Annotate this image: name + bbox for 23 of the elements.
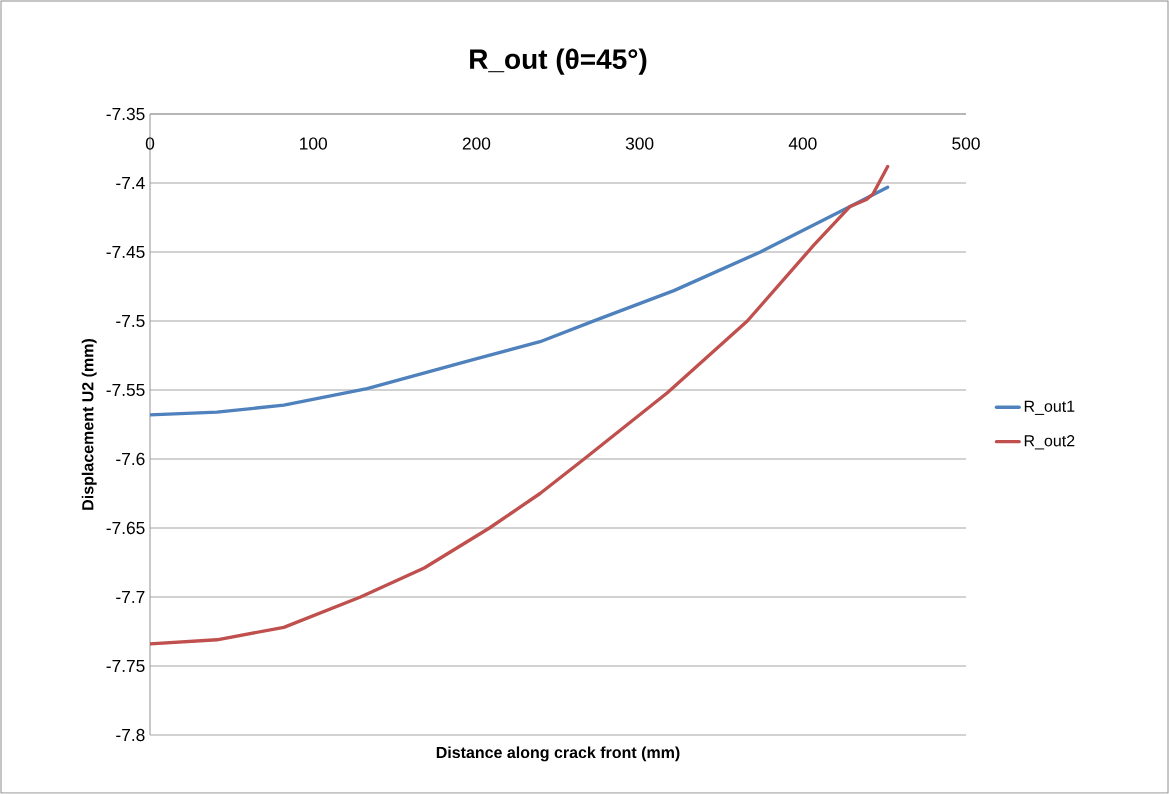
- line-series: [150, 164, 890, 646]
- y-tick-label: -7.45: [106, 245, 145, 259]
- y-axis-title: Displacement U2 (mm): [81, 339, 97, 510]
- chart-title: R_out (θ=45°): [470, 48, 647, 75]
- x-tick-label: 0: [145, 137, 155, 150]
- x-tick-label: 500: [952, 137, 980, 150]
- x-tick-label: 200: [462, 137, 491, 150]
- y-tick-label: -7.75: [106, 659, 145, 673]
- legend-label: R_out2: [1024, 435, 1075, 450]
- legend-label: R_out1: [1024, 400, 1075, 415]
- y-tick-label: -7.5: [116, 314, 145, 328]
- x-tick-label: 400: [788, 137, 817, 150]
- x-tick-label: 300: [625, 137, 654, 150]
- line-series: [150, 185, 890, 417]
- y-tick-label: -7.35: [106, 107, 145, 121]
- y-tick-label: -7.55: [106, 383, 145, 397]
- y-tick-label: -7.65: [106, 521, 145, 535]
- x-tick-label: 100: [300, 137, 327, 150]
- y-tick-label: -7.7: [116, 591, 145, 603]
- y-tick-label: -7.6: [116, 452, 145, 466]
- x-axis-title: Distance along crack front (mm): [436, 746, 680, 762]
- y-tick-label: -7.4: [116, 177, 145, 189]
- y-tick-label: -7.8: [116, 728, 145, 742]
